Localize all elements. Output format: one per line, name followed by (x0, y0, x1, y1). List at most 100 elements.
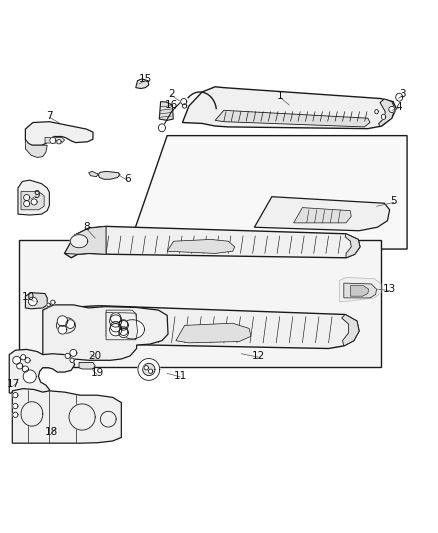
Polygon shape (144, 366, 148, 370)
Polygon shape (24, 200, 30, 207)
Polygon shape (388, 107, 394, 112)
Polygon shape (118, 320, 128, 330)
Polygon shape (47, 303, 50, 306)
Polygon shape (100, 411, 116, 427)
Polygon shape (25, 293, 47, 309)
Polygon shape (138, 359, 159, 381)
Polygon shape (127, 135, 406, 249)
Text: 5: 5 (390, 196, 396, 206)
Polygon shape (142, 364, 155, 376)
Polygon shape (341, 314, 358, 346)
Polygon shape (12, 389, 121, 443)
Polygon shape (25, 139, 47, 157)
Polygon shape (119, 327, 127, 335)
Polygon shape (110, 321, 120, 332)
Text: 11: 11 (173, 370, 187, 381)
Polygon shape (110, 315, 121, 327)
Polygon shape (13, 393, 18, 398)
Text: 19: 19 (91, 368, 104, 378)
Polygon shape (167, 239, 234, 253)
Polygon shape (182, 87, 395, 128)
Polygon shape (56, 318, 75, 333)
Polygon shape (50, 300, 55, 304)
Text: 18: 18 (45, 427, 58, 437)
Polygon shape (19, 240, 380, 367)
Polygon shape (180, 99, 186, 104)
Polygon shape (23, 370, 36, 383)
Polygon shape (43, 305, 168, 360)
Polygon shape (21, 191, 44, 210)
Polygon shape (13, 403, 18, 409)
Polygon shape (344, 234, 359, 258)
Text: 10: 10 (22, 292, 35, 302)
Polygon shape (110, 324, 121, 336)
Polygon shape (69, 404, 95, 430)
Polygon shape (395, 93, 402, 101)
Text: 6: 6 (124, 174, 131, 184)
Polygon shape (31, 199, 37, 205)
Polygon shape (22, 366, 28, 372)
Polygon shape (49, 306, 102, 344)
Text: 7: 7 (46, 111, 53, 121)
Polygon shape (28, 297, 37, 306)
Text: 17: 17 (7, 379, 20, 389)
Polygon shape (65, 353, 70, 359)
Polygon shape (378, 99, 394, 127)
Polygon shape (21, 354, 26, 360)
Polygon shape (158, 124, 165, 132)
Polygon shape (70, 350, 77, 357)
Polygon shape (176, 323, 251, 343)
Text: 13: 13 (382, 284, 396, 294)
Polygon shape (118, 328, 128, 337)
Polygon shape (215, 110, 369, 127)
Polygon shape (106, 310, 136, 336)
Polygon shape (70, 235, 88, 248)
Polygon shape (381, 114, 385, 119)
Polygon shape (21, 402, 43, 426)
Polygon shape (9, 350, 74, 395)
Text: 4: 4 (394, 102, 401, 112)
Polygon shape (58, 325, 67, 334)
Polygon shape (13, 357, 21, 364)
Polygon shape (45, 138, 64, 143)
Polygon shape (120, 320, 144, 339)
Polygon shape (343, 283, 376, 298)
Polygon shape (25, 358, 30, 363)
Polygon shape (110, 313, 120, 323)
Polygon shape (25, 122, 93, 145)
Polygon shape (98, 172, 120, 179)
Polygon shape (64, 227, 106, 254)
Polygon shape (339, 277, 380, 301)
Polygon shape (57, 140, 61, 144)
Polygon shape (182, 104, 186, 108)
Polygon shape (106, 312, 137, 340)
Text: 1: 1 (277, 91, 283, 101)
Polygon shape (70, 358, 74, 362)
Text: 2: 2 (168, 89, 174, 99)
Polygon shape (79, 362, 95, 369)
Polygon shape (49, 138, 56, 143)
Polygon shape (66, 320, 74, 328)
Polygon shape (13, 412, 18, 417)
Text: 20: 20 (88, 351, 102, 361)
Polygon shape (64, 227, 359, 258)
Polygon shape (254, 197, 389, 231)
Text: 3: 3 (399, 89, 405, 99)
Text: 12: 12 (251, 351, 265, 361)
Polygon shape (49, 306, 358, 349)
Polygon shape (17, 363, 23, 369)
Polygon shape (293, 208, 350, 223)
Text: 16: 16 (165, 100, 178, 110)
Polygon shape (374, 109, 378, 114)
Polygon shape (57, 316, 67, 326)
Polygon shape (119, 320, 127, 328)
Text: 8: 8 (83, 222, 89, 232)
Polygon shape (148, 369, 152, 374)
Polygon shape (159, 102, 173, 120)
Polygon shape (135, 79, 148, 88)
Polygon shape (88, 172, 98, 176)
Text: 9: 9 (33, 190, 39, 199)
Polygon shape (24, 195, 30, 200)
Polygon shape (18, 180, 49, 215)
Polygon shape (350, 286, 368, 296)
